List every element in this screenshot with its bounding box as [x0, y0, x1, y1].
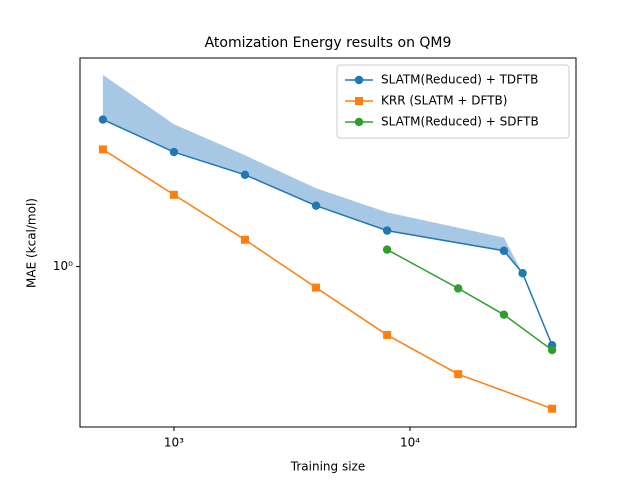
marker	[383, 330, 392, 339]
marker	[499, 246, 509, 255]
y-tick-label: 10⁰	[53, 259, 73, 273]
legend-marker	[355, 97, 363, 105]
legend-label: SLATM(Reduced) + SDFTB	[381, 115, 539, 129]
marker	[169, 190, 178, 199]
x-tick-label: 10³	[164, 436, 184, 450]
marker	[548, 404, 557, 413]
legend-label: SLATM(Reduced) + TDFTB	[381, 73, 538, 87]
marker	[547, 345, 557, 355]
marker	[453, 284, 463, 293]
marker	[240, 235, 249, 244]
legend-box	[336, 64, 570, 139]
band	[102, 74, 553, 346]
x-axis-label: Training size	[290, 460, 365, 474]
line	[386, 248, 553, 351]
marker	[518, 269, 527, 278]
marker	[311, 201, 321, 210]
plot-frame	[79, 57, 577, 428]
marker	[98, 115, 108, 124]
legend-marker	[354, 117, 364, 127]
line	[102, 118, 553, 346]
marker	[382, 245, 392, 254]
marker	[98, 145, 107, 154]
marker	[169, 147, 179, 157]
marker	[454, 370, 463, 379]
chart-title: Atomization Energy results on QM9	[205, 35, 452, 51]
legend-marker	[354, 75, 364, 85]
line	[102, 148, 553, 410]
marker	[382, 226, 392, 235]
marker	[312, 283, 321, 292]
y-axis-label: MAE (kcal/mol)	[25, 198, 39, 288]
x-tick-label: 10⁴	[400, 436, 420, 450]
marker	[499, 310, 509, 319]
marker	[240, 170, 250, 180]
legend-label: KRR (SLATM + DFTB)	[381, 94, 507, 108]
